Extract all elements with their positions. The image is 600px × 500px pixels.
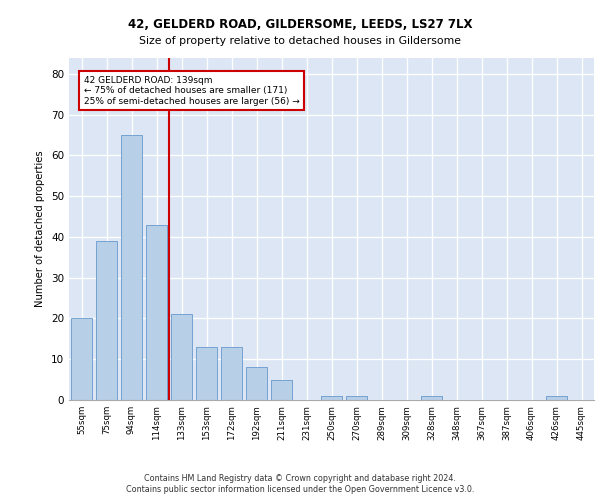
Bar	[196, 347, 217, 400]
Text: Size of property relative to detached houses in Gildersome: Size of property relative to detached ho…	[139, 36, 461, 46]
Bar	[121, 135, 142, 400]
Bar	[146, 224, 167, 400]
Bar	[546, 396, 567, 400]
Bar	[246, 368, 267, 400]
Bar	[346, 396, 367, 400]
Bar	[321, 396, 342, 400]
Text: Contains HM Land Registry data © Crown copyright and database right 2024.
Contai: Contains HM Land Registry data © Crown c…	[126, 474, 474, 494]
Text: 42, GELDERD ROAD, GILDERSOME, LEEDS, LS27 7LX: 42, GELDERD ROAD, GILDERSOME, LEEDS, LS2…	[128, 18, 472, 30]
Bar	[421, 396, 442, 400]
Bar	[271, 380, 292, 400]
Bar	[71, 318, 92, 400]
Bar	[171, 314, 192, 400]
Text: 42 GELDERD ROAD: 139sqm
← 75% of detached houses are smaller (171)
25% of semi-d: 42 GELDERD ROAD: 139sqm ← 75% of detache…	[83, 76, 299, 106]
Bar	[96, 241, 117, 400]
Bar	[221, 347, 242, 400]
Y-axis label: Number of detached properties: Number of detached properties	[35, 150, 46, 307]
